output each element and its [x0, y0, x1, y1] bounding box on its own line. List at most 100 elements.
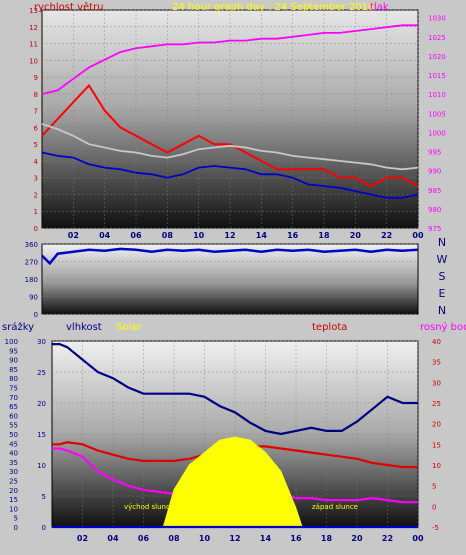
wind-tick-label-4: 4	[34, 158, 39, 166]
temperature-tick-label-3: 10	[432, 462, 441, 470]
x-tick-label-5: 12	[224, 231, 235, 240]
temperature-tick-label-6: 25	[432, 400, 441, 408]
temperature-tick-label-2: 5	[432, 483, 436, 491]
wind-tick-label-5: 5	[34, 141, 38, 149]
x-tick-label-bottom-9: 20	[351, 534, 363, 543]
solar-series-3	[162, 436, 303, 528]
wind-pressure-series-2	[41, 123, 419, 171]
direction-tick-label-0: 0	[34, 311, 38, 319]
x-tick-label-4: 10	[193, 231, 205, 240]
pressure-tick-label-2: 985	[428, 187, 441, 195]
wind-tick-label-6: 6	[34, 124, 39, 132]
rain-tick-label-5: 25	[9, 478, 18, 486]
rain-tick-label-12: 60	[9, 412, 18, 420]
rain-tick-label-19: 95	[9, 347, 18, 355]
rain-tick-label-16: 80	[9, 375, 18, 383]
pressure-tick-label-8: 1015	[428, 72, 446, 80]
x-tick-label-10: 22	[381, 231, 392, 240]
rain-tick-label-15: 75	[9, 385, 18, 393]
x-tick-label-2: 06	[130, 231, 142, 240]
x-tick-label-1: 04	[99, 231, 111, 240]
compass-label-0: N	[438, 236, 446, 249]
x-tick-label-bottom-11: 00	[412, 534, 424, 543]
compass-label-4: N	[438, 304, 446, 317]
compass-label-3: E	[439, 287, 446, 300]
humidity-axis-label: vlhkost	[66, 322, 102, 333]
humidity-tick-label-4: 20	[37, 400, 46, 408]
wind-tick-label-10: 10	[29, 57, 38, 65]
x-tick-label-0: 02	[68, 231, 79, 240]
rain-tick-label-3: 15	[9, 496, 18, 504]
x-tick-label-bottom-2: 06	[138, 534, 150, 543]
wind-tick-label-12: 12	[29, 24, 38, 32]
temperature-tick-label-8: 35	[432, 359, 441, 367]
rain-tick-label-14: 70	[9, 394, 18, 402]
wind-pressure-series-3	[41, 24, 418, 95]
x-tick-label-bottom-10: 22	[382, 534, 393, 543]
x-tick-label-bottom-3: 08	[168, 534, 180, 543]
x-tick-label-bottom-8: 18	[321, 534, 333, 543]
pressure-tick-label-9: 1020	[428, 53, 446, 61]
wind-tick-label-8: 8	[34, 91, 38, 99]
pressure-tick-label-3: 990	[428, 168, 441, 176]
temperature-tick-label-5: 20	[432, 421, 441, 429]
pressure-tick-label-4: 995	[428, 149, 441, 157]
x-tick-label-3: 08	[162, 231, 174, 240]
rain-tick-label-13: 65	[9, 403, 18, 411]
humidity-tick-label-0: 0	[42, 524, 46, 532]
direction-tick-label-4: 360	[25, 241, 38, 249]
compass-label-1: W	[437, 253, 448, 266]
rain-tick-label-9: 45	[9, 440, 18, 448]
wind-axis-label: rychlost větru	[34, 1, 104, 13]
wind-tick-label-11: 11	[29, 41, 38, 49]
rain-tick-label-17: 85	[9, 366, 18, 374]
rain-tick-label-20: 100	[5, 338, 18, 346]
pressure-tick-label-6: 1005	[428, 110, 446, 118]
pressure-axis-label: tlak	[370, 2, 389, 13]
x-tick-label-bottom-0: 02	[77, 534, 88, 543]
rain-tick-label-2: 10	[9, 505, 18, 513]
temperature-tick-label-1: 0	[432, 503, 436, 511]
rain-axis-label: srážky	[2, 321, 34, 333]
sunset-annotation: západ slunce	[312, 503, 358, 511]
humidity-tick-label-3: 15	[37, 431, 46, 439]
dewpoint-axis-label: rosný bod	[420, 321, 466, 333]
wind-tick-label-1: 1	[34, 208, 38, 216]
x-tick-label-bottom-1: 04	[107, 534, 119, 543]
temperature-tick-label-7: 30	[432, 379, 441, 387]
x-tick-label-bottom-4: 10	[199, 534, 211, 543]
rain-tick-label-6: 30	[9, 468, 18, 476]
pressure-tick-label-11: 1030	[428, 15, 446, 23]
pressure-tick-label-5: 1000	[428, 129, 446, 137]
pressure-tick-label-1: 980	[428, 206, 441, 214]
wind-tick-label-7: 7	[34, 108, 38, 116]
x-tick-label-bottom-7: 16	[290, 534, 302, 543]
rain-tick-label-18: 90	[9, 357, 18, 365]
wind-pressure-series-0	[41, 83, 419, 188]
pressure-tick-label-10: 1025	[428, 34, 446, 42]
wind-direction-series-0	[41, 247, 419, 266]
humidity-tick-label-6: 30	[37, 338, 46, 346]
wind-tick-label-9: 9	[34, 74, 38, 82]
rain-tick-label-10: 50	[9, 431, 18, 439]
x-tick-label-7: 16	[287, 231, 299, 240]
wind-tick-label-13: 13	[29, 7, 38, 15]
humidity-tick-label-5: 25	[37, 369, 46, 377]
direction-tick-label-3: 270	[25, 259, 38, 267]
temp-humidity-series-0	[52, 343, 418, 436]
x-tick-label-8: 18	[318, 231, 330, 240]
temperature-tick-label-9: 40	[432, 338, 441, 346]
compass-label-2: S	[439, 270, 446, 283]
x-tick-label-bottom-6: 14	[260, 534, 272, 543]
x-tick-label-9: 20	[350, 231, 362, 240]
wind-tick-label-2: 2	[34, 191, 38, 199]
rain-tick-label-11: 55	[9, 422, 18, 430]
solar-axis-label: Solar	[116, 322, 142, 333]
rain-tick-label-7: 35	[9, 459, 18, 467]
x-tick-label-6: 14	[256, 231, 268, 240]
rain-tick-label-0: 0	[14, 524, 18, 532]
pressure-tick-label-7: 1010	[428, 91, 446, 99]
rain-tick-label-1: 5	[14, 515, 18, 523]
x-tick-label-11: 00	[412, 231, 424, 240]
